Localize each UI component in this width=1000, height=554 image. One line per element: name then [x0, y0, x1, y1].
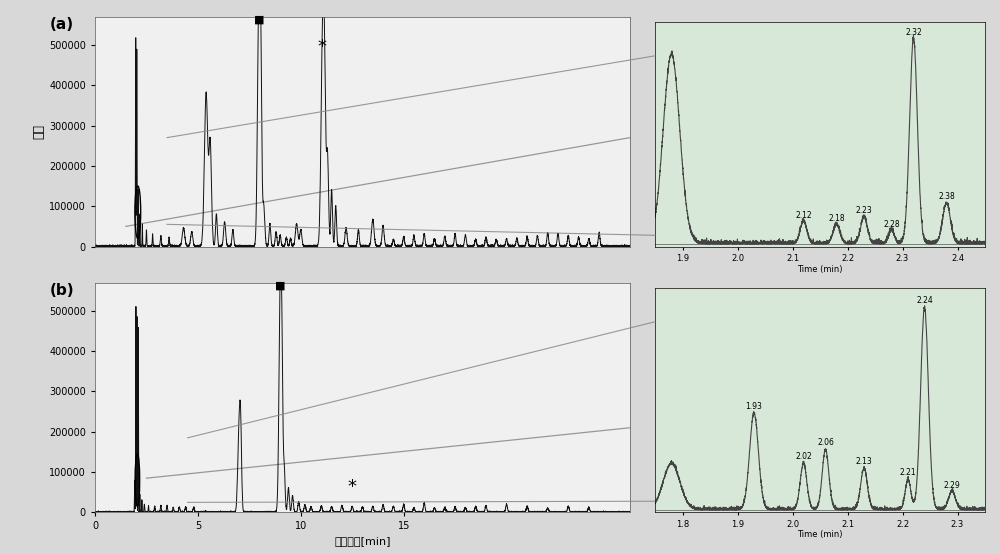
Text: 2.06: 2.06: [817, 438, 834, 448]
Y-axis label: 强度: 强度: [32, 124, 45, 139]
Text: 2.23: 2.23: [856, 207, 872, 216]
X-axis label: 保留时间[min]: 保留时间[min]: [334, 536, 391, 546]
Text: ■: ■: [254, 15, 264, 25]
Text: 2.24: 2.24: [916, 296, 933, 305]
Text: ■: ■: [275, 281, 285, 291]
Text: 2.13: 2.13: [856, 456, 872, 466]
Text: *: *: [348, 478, 357, 495]
Text: (b): (b): [50, 283, 74, 297]
Text: 2.12: 2.12: [795, 211, 812, 220]
Text: 2.38: 2.38: [938, 192, 955, 201]
X-axis label: Time (min): Time (min): [797, 265, 843, 274]
Text: (a): (a): [50, 17, 74, 32]
Text: 2.32: 2.32: [905, 28, 922, 37]
Text: 2.28: 2.28: [883, 220, 900, 229]
Text: 2.18: 2.18: [828, 214, 845, 223]
Text: 2.02: 2.02: [795, 452, 812, 461]
X-axis label: Time (min): Time (min): [797, 531, 843, 540]
Text: 2.21: 2.21: [900, 468, 916, 477]
Text: 1.93: 1.93: [746, 402, 762, 411]
Text: 2.29: 2.29: [944, 481, 960, 490]
Text: *: *: [318, 38, 327, 56]
